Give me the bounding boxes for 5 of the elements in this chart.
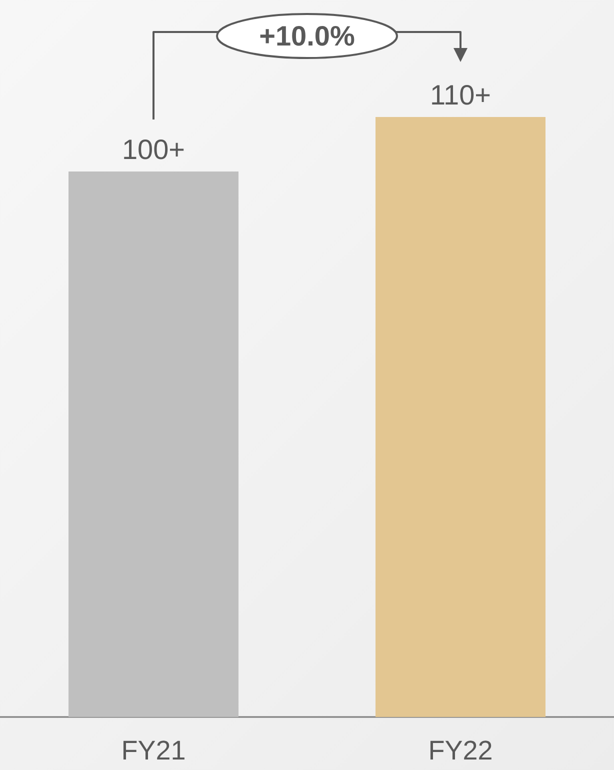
text: +10.0% <box>259 20 355 52</box>
data-label: 100+ <box>122 134 186 166</box>
x-tick-label: FY22 <box>428 736 493 766</box>
x-tick-label: FY21 <box>121 736 186 766</box>
data-label: 110+ <box>430 80 491 110</box>
